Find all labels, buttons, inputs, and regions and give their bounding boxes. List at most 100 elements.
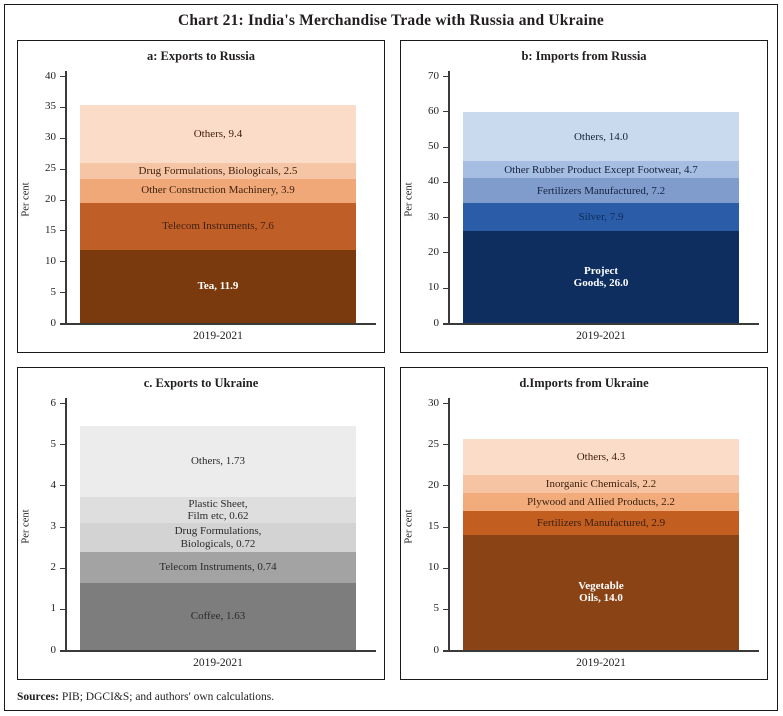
- x-category-label: 2019-2021: [193, 330, 243, 342]
- y-tick-label: 20: [428, 245, 439, 258]
- y-tick-mark: [443, 181, 448, 183]
- bar-segment-plastic-sheet-film-etc: Plastic Sheet, Film etc, 0.62: [80, 497, 356, 523]
- bar-segment-other-rubber-product-except-footwear: Other Rubber Product Except Footwear, 4.…: [463, 161, 739, 178]
- y-tick-mark: [60, 608, 65, 610]
- panel-title: b: Imports from Russia: [521, 49, 647, 63]
- x-category-label: 2019-2021: [576, 657, 626, 669]
- bar-segment-others: Others, 14.0: [463, 111, 739, 162]
- y-tick-label: 20: [45, 193, 56, 205]
- y-axis-label: Per cent: [20, 508, 32, 544]
- bar-segment-others: Others, 9.4: [80, 105, 356, 164]
- y-tick-mark: [443, 567, 448, 569]
- y-tick-mark: [60, 444, 65, 446]
- y-tick-label: 30: [428, 210, 439, 223]
- bar-segment-silver: Silver, 7.9: [463, 203, 739, 232]
- sources-text: PIB; DGCI&S; and authors' own calculatio…: [58, 691, 275, 703]
- bar-segment-label: Inorganic Chemicals, 2.2: [545, 477, 657, 490]
- plot-area: 0 10 20 30 40 50 60 70 Per cent Project Goods, 26.…: [401, 41, 767, 352]
- bar-segment-label: Vegetable Oils, 14.0: [578, 580, 624, 605]
- y-axis-label: Per cent: [403, 508, 415, 544]
- y-tick-mark: [443, 526, 448, 528]
- bar-segment-label: Project Goods, 26.0: [573, 264, 629, 290]
- panels-grid: a: Exports to Russia 0 5 10 15 20 25 30 35 40 Per…: [17, 40, 768, 680]
- bar-segment-telecom-instruments: Telecom Instruments, 0.74: [80, 552, 356, 583]
- bar-segment-label: Fertilizers Manufactured, 7.2: [536, 184, 666, 197]
- y-tick-mark: [60, 168, 65, 170]
- y-axis-line: [65, 71, 67, 323]
- y-tick-label: 20: [428, 478, 439, 491]
- panel-imports-from-ukraine: d.Imports from Ukraine 0 5 10 15 20 25 30 Per c…: [400, 367, 768, 680]
- y-tick-label: 15: [428, 520, 439, 532]
- x-category-label: 2019-2021: [576, 330, 626, 342]
- y-tick-label: 2: [50, 561, 57, 574]
- bar-segment-label: Telecom Instruments, 7.6: [162, 219, 274, 232]
- bar-segment-label: Coffee, 1.63: [190, 610, 246, 623]
- y-tick-label: 3: [50, 520, 57, 532]
- y-axis-label: Per cent: [20, 181, 32, 217]
- y-tick-label: 60: [428, 104, 439, 117]
- plot-area: 0 1 2 3 4 5 6 Per cent Coffee, 1.63 Telecom Instr…: [18, 368, 384, 679]
- bar-segment-tea: Tea, 11.9: [80, 249, 356, 323]
- y-tick-mark: [443, 608, 448, 610]
- x-axis-line: [60, 650, 376, 652]
- x-axis-line: [443, 650, 759, 652]
- y-tick-label: 10: [45, 254, 56, 267]
- x-axis-line: [60, 323, 376, 325]
- y-axis-label: Per cent: [403, 181, 415, 217]
- bar-segment-label: Other Rubber Product Except Footwear, 4.…: [504, 163, 698, 176]
- y-axis-line: [448, 71, 450, 323]
- y-tick-label: 0: [50, 316, 57, 329]
- y-tick-label: 70: [428, 69, 439, 82]
- bar-segment-label: Others, 9.4: [193, 127, 243, 140]
- y-tick-label: 10: [428, 281, 439, 294]
- bar-segment-label: Telecom Instruments, 0.74: [159, 561, 277, 574]
- bar-segment-telecom-instruments: Telecom Instruments, 7.6: [80, 202, 356, 250]
- x-category-label: 2019-2021: [193, 657, 243, 669]
- y-tick-mark: [60, 76, 65, 77]
- y-tick-label: 30: [428, 396, 439, 409]
- panel-exports-to-russia: a: Exports to Russia 0 5 10 15 20 25 30 35 40 Per…: [17, 40, 385, 353]
- y-tick-label: 40: [45, 69, 56, 82]
- y-tick-mark: [60, 292, 65, 294]
- y-tick-mark: [443, 111, 448, 113]
- bar-segment-label: Plywood and Allied Products, 2.2: [527, 495, 675, 508]
- plot-area: 0 5 10 15 20 25 30 35 40 Per cent Tea, 11.9 Telecom…: [18, 41, 384, 352]
- y-tick-mark: [443, 287, 448, 289]
- bar-segment-drug-formulations-biologicals: Drug Formulations, Biologicals, 2.5: [80, 163, 356, 179]
- y-tick-mark: [60, 230, 65, 232]
- bar-segment-label: Other Construction Machinery, 3.9: [141, 184, 295, 197]
- y-tick-label: 50: [428, 140, 439, 153]
- y-tick-mark: [60, 485, 65, 487]
- plot-area: 0 5 10 15 20 25 30 Per cent Vegetable Oils, 14.0 F…: [401, 368, 767, 679]
- y-tick-mark: [60, 526, 65, 528]
- panel-title: c. Exports to Ukraine: [143, 376, 259, 390]
- y-tick-label: 0: [433, 643, 440, 656]
- y-axis-line: [65, 398, 67, 650]
- bar-segment-label: Drug Formulations, Biologicals, 2.5: [138, 164, 298, 177]
- bar-segment-label: Fertilizers Manufactured, 2.9: [536, 516, 666, 529]
- bar-segment-label: Plastic Sheet, Film etc, 0.62: [187, 497, 249, 523]
- y-tick-mark: [60, 106, 65, 108]
- y-tick-mark: [60, 199, 65, 201]
- bar-segment-other-construction-machinery: Other Construction Machinery, 3.9: [80, 178, 356, 203]
- y-tick-label: 30: [45, 131, 56, 144]
- y-tick-label: 40: [428, 175, 439, 188]
- bar-segment-vegetable-oils: Vegetable Oils, 14.0: [463, 534, 739, 650]
- y-tick-label: 5: [50, 437, 57, 450]
- bar-segment-label: Others, 1.73: [190, 455, 246, 468]
- bar-segment-inorganic-chemicals: Inorganic Chemicals, 2.2: [463, 474, 739, 493]
- panel-imports-from-russia: b: Imports from Russia 0 10 20 30 40 50 60 70 Pe…: [400, 40, 768, 353]
- bar-segment-label: Others, 14.0: [573, 130, 629, 143]
- y-tick-label: 25: [428, 437, 439, 450]
- y-tick-label: 35: [45, 100, 56, 113]
- panel-title: a: Exports to Russia: [147, 49, 255, 63]
- bar-segment-fertilizers-manufactured: Fertilizers Manufactured, 7.2: [463, 177, 739, 204]
- bar-segment-project-goods: Project Goods, 26.0: [463, 231, 739, 323]
- chart-main-title: Chart 21: India's Merchandise Trade with…: [177, 12, 605, 29]
- y-tick-mark: [443, 146, 448, 148]
- y-tick-label: 5: [50, 285, 57, 298]
- y-tick-mark: [443, 252, 448, 254]
- chart-figure-frame: Chart 21: India's Merchandise Trade with…: [4, 4, 778, 711]
- bar-segment-coffee: Coffee, 1.63: [80, 582, 356, 650]
- bar-segment-drug-formulations-biologicals: Drug Formulations, Biologicals, 0.72: [80, 522, 356, 553]
